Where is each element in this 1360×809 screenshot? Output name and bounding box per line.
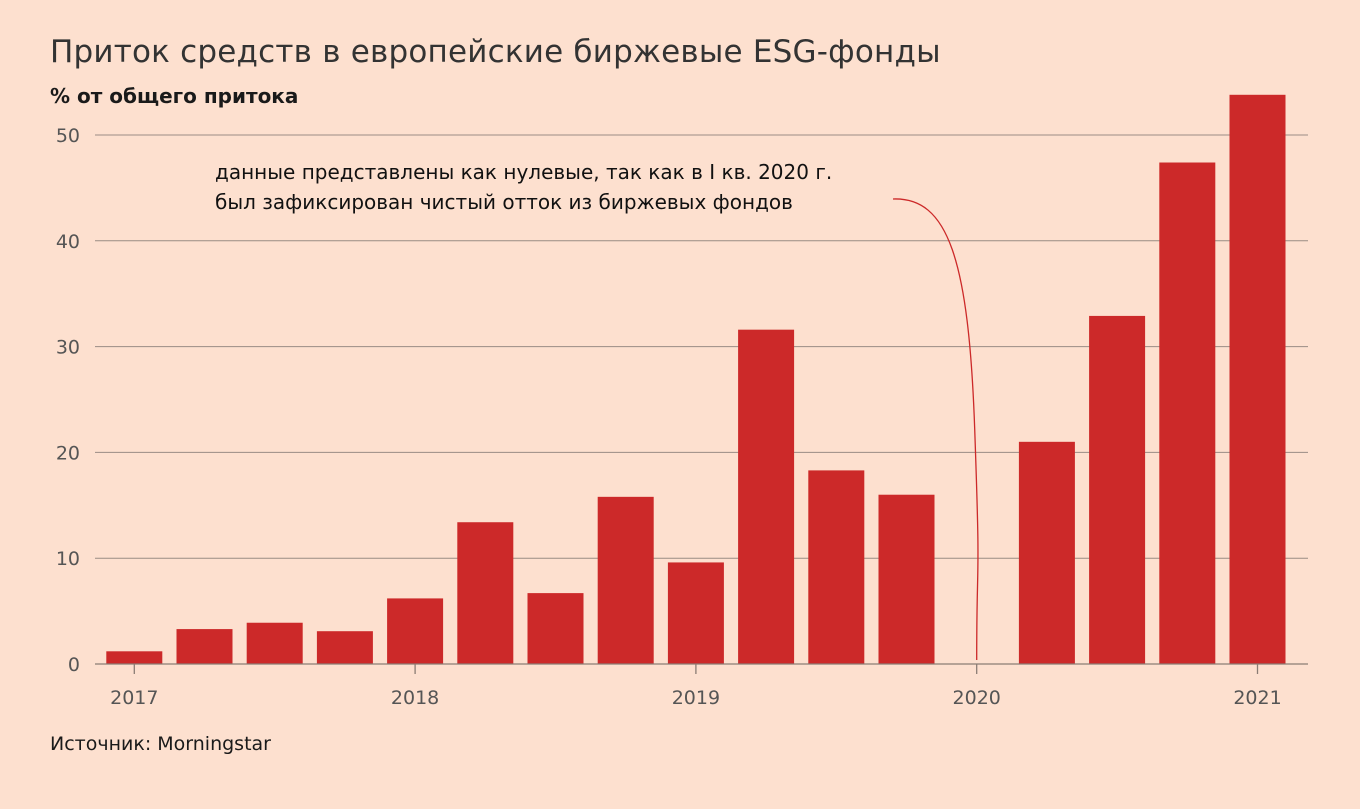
bar-6 [527,593,584,664]
y-tick-label: 30 [56,337,80,359]
annotation-text-line-2: был зафиксирован чистый отток из биржевы… [215,190,793,214]
annotation-connector-line [892,198,979,661]
source-note: Источник: Morningstar [50,733,271,755]
bar-0 [106,651,163,664]
bar-3 [316,631,373,664]
bar-14 [1089,315,1146,664]
chart-title: Приток средств в европейские биржевые ES… [50,34,941,70]
bar-10 [808,470,865,664]
bars [106,94,1286,664]
bar-1 [176,629,233,664]
y-tick-label: 50 [56,125,80,147]
y-tick-label: 40 [56,231,80,253]
x-tick-label: 2021 [1233,687,1281,709]
x-tick-label: 2020 [953,687,1001,709]
chart-subtitle: % от общего притока [50,84,299,108]
x-axis-ticks: 2017 2018 2019 2020 2021 [110,664,1282,709]
y-tick-label: 10 [56,548,80,570]
y-axis-ticks: 0 10 20 30 40 50 [56,125,80,676]
bar-15 [1159,162,1216,664]
bar-7 [597,496,654,664]
annotation-text-line-1: данные представлены как нулевые, так как… [215,160,833,184]
x-tick-label: 2018 [391,687,439,709]
bar-9 [738,329,795,664]
bar-4 [387,598,444,664]
bar-2 [246,622,303,664]
bar-11 [878,494,935,664]
x-tick-label: 2019 [672,687,720,709]
x-tick-label: 2017 [110,687,158,709]
y-tick-label: 20 [56,442,80,464]
bar-16 [1229,94,1286,664]
bar-8 [667,562,724,664]
y-tick-label: 0 [68,654,80,676]
bar-13 [1018,441,1075,664]
bar-5 [457,522,514,664]
